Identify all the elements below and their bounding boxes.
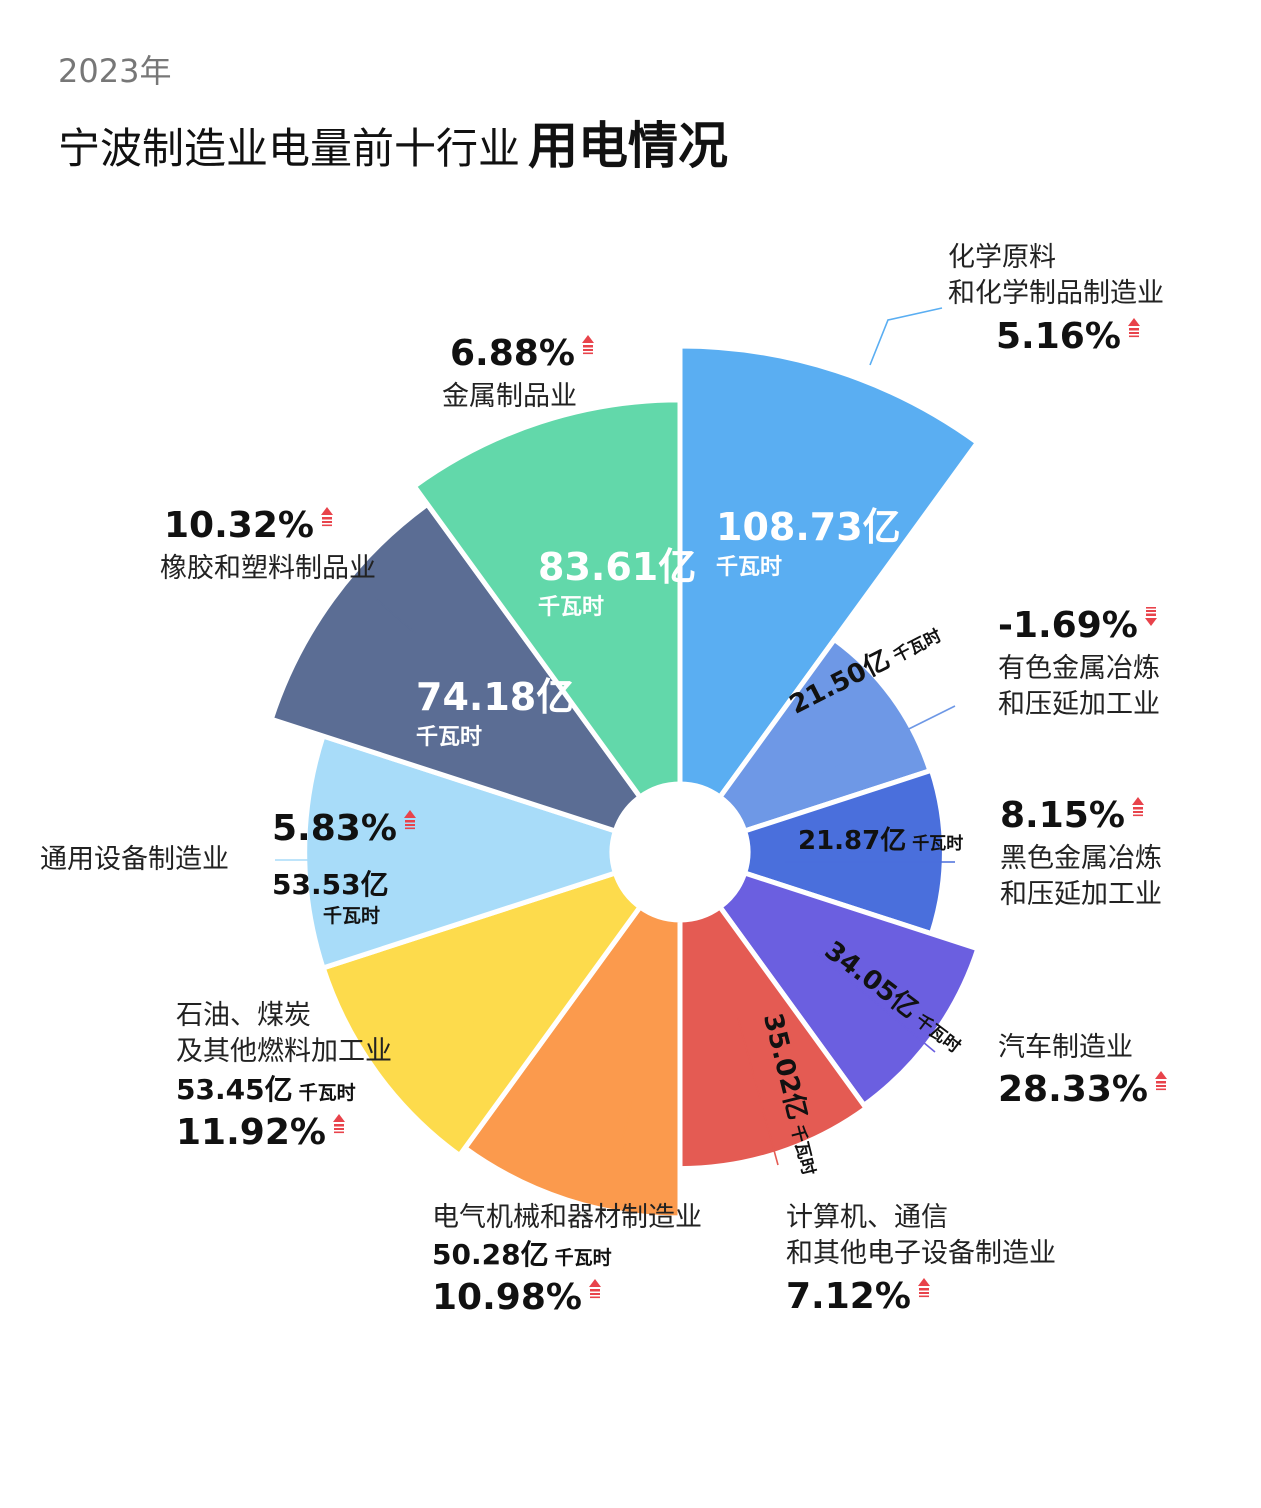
chemical-name-line1: 化学原料 (948, 242, 1056, 273)
computer-unit: 千瓦时 (786, 1123, 819, 1178)
up-arrow-icon (1131, 796, 1145, 824)
label-ferrous: 8.15% 黑色金属冶炼 和压延加工业 (1000, 792, 1162, 913)
ferrous-value-label: 21.87亿 千瓦时 (798, 824, 963, 859)
nonferrous-name-line1: 有色金属冶炼 (998, 652, 1160, 684)
leader-line (374, 597, 416, 634)
leader-line (761, 705, 956, 803)
general-equipment-value: 53.53亿 (272, 868, 389, 901)
up-arrow-icon (917, 1277, 931, 1305)
auto-growth: 28.33% (998, 1069, 1148, 1111)
metal-products-growth: 6.88% (450, 333, 575, 374)
label-computer: 计算机、通信 和其他电子设备制造业 7.12% (786, 1200, 1056, 1321)
metal-products-value: 83.61亿 (538, 545, 697, 589)
auto-name: 汽车制造业 (998, 1032, 1133, 1063)
general-equipment-value-block: 53.53亿 千瓦时 (272, 866, 389, 929)
ferrous-value: 21.87亿 (798, 826, 907, 856)
up-arrow-icon (332, 1113, 346, 1141)
label-general-equipment: 5.83% (272, 805, 417, 854)
metal-products-unit: 千瓦时 (538, 595, 605, 621)
rubber-plastic-value: 74.18亿 (416, 675, 575, 719)
page-title: 宁波制造业电量前十行业 用电情况 (58, 106, 728, 178)
chemical-value: 108.73亿 (716, 505, 901, 549)
up-arrow-icon (581, 334, 595, 362)
up-arrow-icon (1127, 317, 1141, 345)
electrical-name: 电气机械和器材制造业 (432, 1202, 702, 1233)
nonferrous-growth: -1.69% (998, 605, 1138, 646)
nonferrous-name-line2: 和压延加工业 (998, 689, 1160, 721)
down-arrow-icon (1144, 606, 1158, 634)
label-nonferrous: -1.69% 有色金属冶炼 和压延加工业 (998, 602, 1160, 723)
leader-line (737, 1017, 779, 1166)
leader-line (439, 1015, 487, 1041)
general-equipment-unit: 千瓦时 (322, 904, 380, 927)
electrical-growth: 10.98% (432, 1277, 582, 1319)
up-arrow-icon (1154, 1070, 1168, 1098)
ferrous-name-line1: 黑色金属冶炼 (1000, 842, 1162, 874)
petroleum-value: 53.45亿 (176, 1072, 293, 1106)
inslice-metal-products: 83.61亿 千瓦时 (538, 542, 696, 623)
petroleum-growth: 11.92% (176, 1111, 326, 1153)
petroleum-unit: 千瓦时 (298, 1081, 356, 1104)
chemical-name-line2: 和化学制品制造业 (948, 278, 1164, 310)
chemical-unit: 千瓦时 (716, 555, 783, 581)
general-equipment-growth: 5.83% (272, 808, 397, 849)
rubber-plastic-name: 橡胶和塑料制品业 (160, 552, 376, 584)
title-main: 宁波制造业电量前十行业 (58, 124, 521, 173)
label-metal-products: 6.88% 金属制品业 (442, 330, 595, 415)
inslice-chemical: 108.73亿 千瓦时 (716, 502, 901, 583)
label-chemical: 化学原料 和化学制品制造业 5.16% (948, 240, 1164, 361)
computer-name-line2: 和其他电子设备制造业 (786, 1238, 1056, 1270)
label-petroleum: 石油、煤炭 及其他燃料加工业 53.45亿 千瓦时 11.92% (176, 998, 392, 1157)
rubber-plastic-unit: 千瓦时 (416, 725, 483, 751)
title-bold: 用电情况 (528, 117, 729, 175)
petroleum-name-line1: 石油、煤炭 (176, 1000, 311, 1031)
year-label: 2023年 (58, 52, 172, 90)
general-equipment-name: 通用设备制造业 (40, 844, 229, 875)
leader-line (814, 951, 936, 1053)
computer-name-line1: 计算机、通信 (786, 1202, 948, 1233)
ferrous-name-line2: 和压延加工业 (1000, 879, 1162, 911)
ferrous-growth: 8.15% (1000, 795, 1125, 836)
label-electrical: 电气机械和器材制造业 50.28亿 千瓦时 10.98% (432, 1200, 702, 1323)
leader-line (869, 307, 943, 366)
petroleum-name-line2: 及其他燃料加工业 (176, 1036, 392, 1068)
inslice-rubber-plastic: 74.18亿 千瓦时 (416, 672, 574, 753)
electrical-unit: 千瓦时 (554, 1247, 612, 1270)
metal-products-name: 金属制品业 (442, 380, 577, 412)
computer-growth: 7.12% (786, 1275, 911, 1317)
leader-line (621, 1089, 637, 1173)
up-arrow-icon (320, 506, 334, 534)
chemical-growth: 5.16% (996, 315, 1121, 357)
center-hole (612, 784, 748, 920)
label-auto: 汽车制造业 28.33% (998, 1030, 1168, 1115)
leader-line (561, 431, 604, 473)
electrical-value: 50.28亿 (432, 1238, 549, 1272)
label-rubber-plastic: 10.32% 橡胶和塑料制品业 (160, 502, 376, 587)
ferrous-unit: 千瓦时 (912, 834, 964, 854)
up-arrow-icon (403, 809, 417, 837)
up-arrow-icon (588, 1278, 602, 1306)
rubber-plastic-growth: 10.32% (164, 505, 314, 546)
